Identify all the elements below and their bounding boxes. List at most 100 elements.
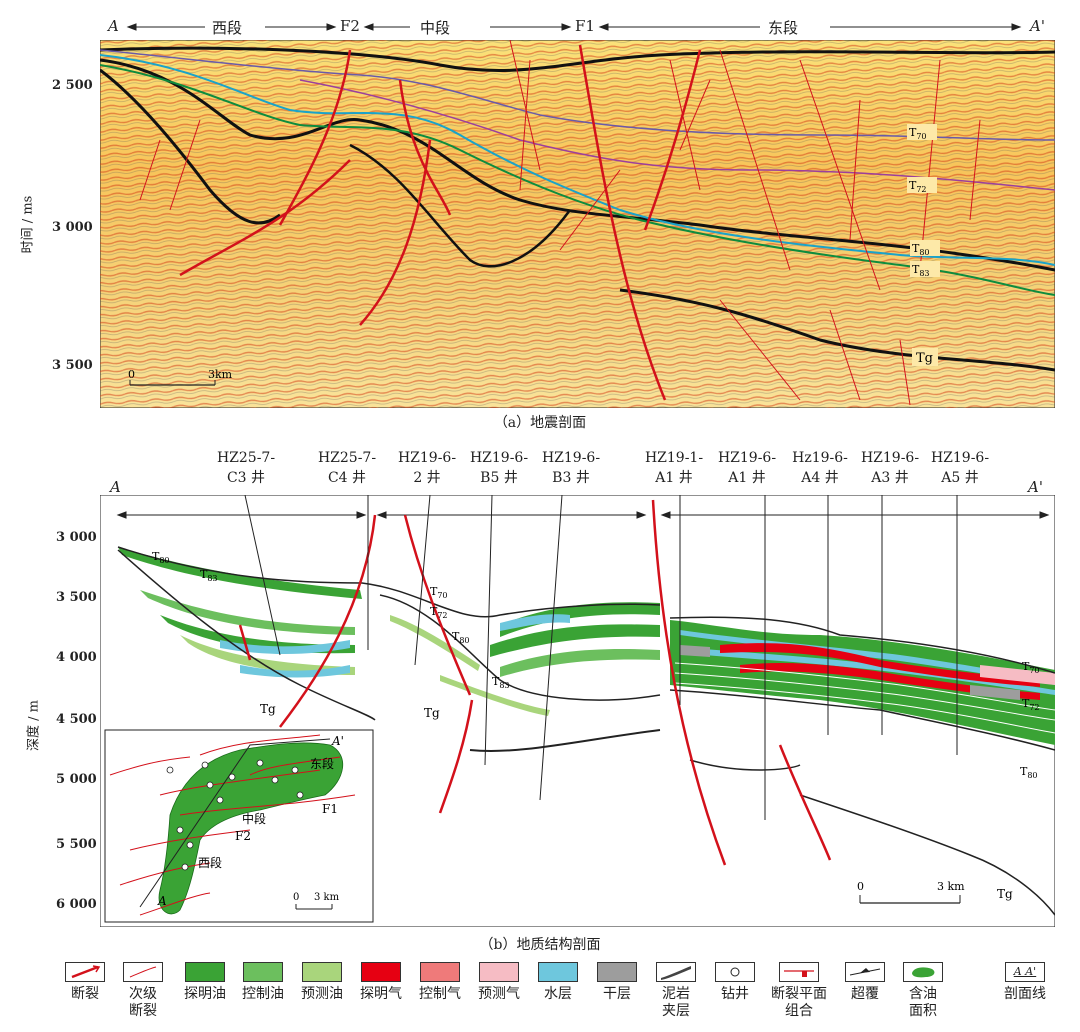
svg-text:F1: F1 <box>322 802 338 816</box>
svg-text:F2: F2 <box>235 829 251 843</box>
legend-overlap: 超覆 <box>830 962 900 1003</box>
seismic-horizon-T72: T72 <box>909 179 927 194</box>
seismic-ylabel: 时间 / ms <box>20 195 36 254</box>
geology-ytick-5500: 5 500 <box>56 837 97 852</box>
mudstone-interlayer-icon <box>656 962 696 982</box>
svg-text:0: 0 <box>857 880 864 893</box>
well-icon <box>715 962 755 982</box>
geology-ytick-4500: 4 500 <box>56 712 97 727</box>
inset-map: A' 东段 F1 中段 F2 西段 A 0 3 km <box>104 729 374 923</box>
legend-water-layer: 水层 <box>523 962 593 1003</box>
geology-horizon-T80-east: T80 <box>1020 765 1038 780</box>
legend-predicted-gas: 预测气 <box>464 962 534 1003</box>
geology-ytick-4000: 4 000 <box>56 650 97 665</box>
geology-caption: （b）地质结构剖面 <box>479 937 601 953</box>
legend-proven-oil: 探明油 <box>170 962 240 1003</box>
secondary-fault-icon <box>123 962 163 982</box>
section-line-icon: A A' <box>1005 962 1045 982</box>
geology-horizon-T72-east: T72 <box>1022 697 1040 712</box>
seismic-horizon-T70: T70 <box>909 126 927 141</box>
geology-horizon-T70-mid: T70 <box>430 585 448 600</box>
geology-horizon-T80-west: T80 <box>152 550 170 565</box>
geology-horizon-Tg-east: Tg <box>997 887 1013 901</box>
geology-Aprime-label: A' <box>1028 478 1043 496</box>
geology-panel: T80 T83 T70 T72 T80 T83 Tg Tg T70 T72 T8… <box>100 495 1055 927</box>
well-label-hz19-6-a4: Hz19-6- A4 井 <box>792 450 848 486</box>
geology-ytick-3000: 3 000 <box>56 530 97 545</box>
geology-horizon-Tg-mid: Tg <box>424 706 440 720</box>
seismic-horizon-T80: T80 <box>912 242 930 257</box>
legend-mudstone: 泥岩 夹层 <box>641 962 711 1020</box>
predicted-gas-swatch <box>479 962 519 982</box>
proven-oil-swatch <box>185 962 225 982</box>
seismic-middle-label: 中段 <box>420 19 451 37</box>
geology-A-label: A <box>110 478 121 496</box>
legend-dry-layer: 干层 <box>582 962 652 1003</box>
seismic-ytick-2500: 2 500 <box>52 78 93 93</box>
legend-proven-gas: 探明气 <box>346 962 416 1003</box>
geology-ytick-5000: 5 000 <box>56 772 97 787</box>
seismic-F1-label: F1 <box>575 17 595 35</box>
geology-horizon-T83-west: T83 <box>200 568 218 583</box>
seismic-caption: （a）地震剖面 <box>493 415 587 431</box>
seismic-panel: T70 T72 T80 T83 Tg 0 3km <box>100 40 1055 408</box>
water-layer-swatch <box>538 962 578 982</box>
geology-horizon-T80-mid: T80 <box>452 630 470 645</box>
fault-icon <box>65 962 105 982</box>
seismic-scale-bar: 0 3km <box>128 368 233 386</box>
controlled-oil-swatch <box>243 962 283 982</box>
svg-text:0: 0 <box>128 368 135 381</box>
legend-controlled-gas: 控制气 <box>405 962 475 1003</box>
well-label-hz19-6-a3: HZ19-6- A3 井 <box>860 450 920 486</box>
seismic-horizon-Tg: Tg <box>916 351 933 366</box>
geology-horizon-T83-mid: T83 <box>492 675 510 690</box>
well-label-hz25-7-c4: HZ25-7- C4 井 <box>317 450 377 486</box>
seismic-Aprime-label: A' <box>1030 17 1045 35</box>
proven-gas-swatch <box>361 962 401 982</box>
seismic-F2-label: F2 <box>340 17 360 35</box>
svg-text:西段: 西段 <box>198 855 222 870</box>
well-label-hz19-1-a1: HZ19-1- A1 井 <box>644 450 704 486</box>
dry-layer-swatch <box>597 962 637 982</box>
geology-ylabel: 深度 / m <box>26 700 42 751</box>
fault-plane-icon <box>779 962 819 982</box>
seismic-A-label: A <box>108 17 119 35</box>
predicted-oil-swatch <box>302 962 342 982</box>
well-label-hz19-6-b5: HZ19-6- B5 井 <box>469 450 529 486</box>
legend-fault-plane: 断裂平面 组合 <box>764 962 834 1020</box>
well-label-hz19-6-2: HZ19-6- 2 井 <box>397 450 457 486</box>
svg-text:东段: 东段 <box>310 756 334 771</box>
seismic-east-label: 东段 <box>768 19 799 37</box>
legend-well: 钻井 <box>700 962 770 1003</box>
oil-area-icon <box>903 962 943 982</box>
seismic-header-arrows <box>126 23 1022 31</box>
legend-predicted-oil: 预测油 <box>287 962 357 1003</box>
geology-scale-bar: 0 3 km <box>857 880 965 904</box>
legend-oil-area: 含油 面积 <box>888 962 958 1020</box>
legend-section-line: A A' 剖面线 <box>990 962 1060 1003</box>
svg-text:3km: 3km <box>208 368 233 381</box>
geology-horizon-Tg-west: Tg <box>260 702 276 716</box>
well-label-hz19-6-a5: HZ19-6- A5 井 <box>930 450 990 486</box>
svg-text:A: A <box>157 894 167 908</box>
well-label-hz25-7-c3: HZ25-7- C3 井 <box>216 450 276 486</box>
geology-ytick-6000: 6 000 <box>56 897 97 912</box>
seismic-ytick-3000: 3 000 <box>52 220 93 235</box>
svg-text:3 km: 3 km <box>937 880 965 893</box>
geology-horizon-T72-mid: T72 <box>430 605 448 620</box>
svg-text:中段: 中段 <box>242 811 266 826</box>
controlled-gas-swatch <box>420 962 460 982</box>
seismic-ytick-3500: 3 500 <box>52 358 93 373</box>
well-label-hz19-6-b3: HZ19-6- B3 井 <box>541 450 601 486</box>
seismic-horizon-T83: T83 <box>912 263 930 278</box>
legend-secondary-fault: 次级 断裂 <box>108 962 178 1020</box>
svg-text:0: 0 <box>293 892 299 903</box>
seismic-west-label: 西段 <box>212 19 243 37</box>
svg-text:3 km: 3 km <box>314 892 340 903</box>
geology-horizon-T70-east: T70 <box>1022 660 1040 675</box>
svg-text:A': A' <box>331 734 344 748</box>
overlap-icon <box>845 962 885 982</box>
well-label-hz19-6-a1: HZ19-6- A1 井 <box>717 450 777 486</box>
legend-controlled-oil: 控制油 <box>228 962 298 1003</box>
seismic-header: A 西段 F2 中段 F1 东段 A' <box>100 14 1055 40</box>
